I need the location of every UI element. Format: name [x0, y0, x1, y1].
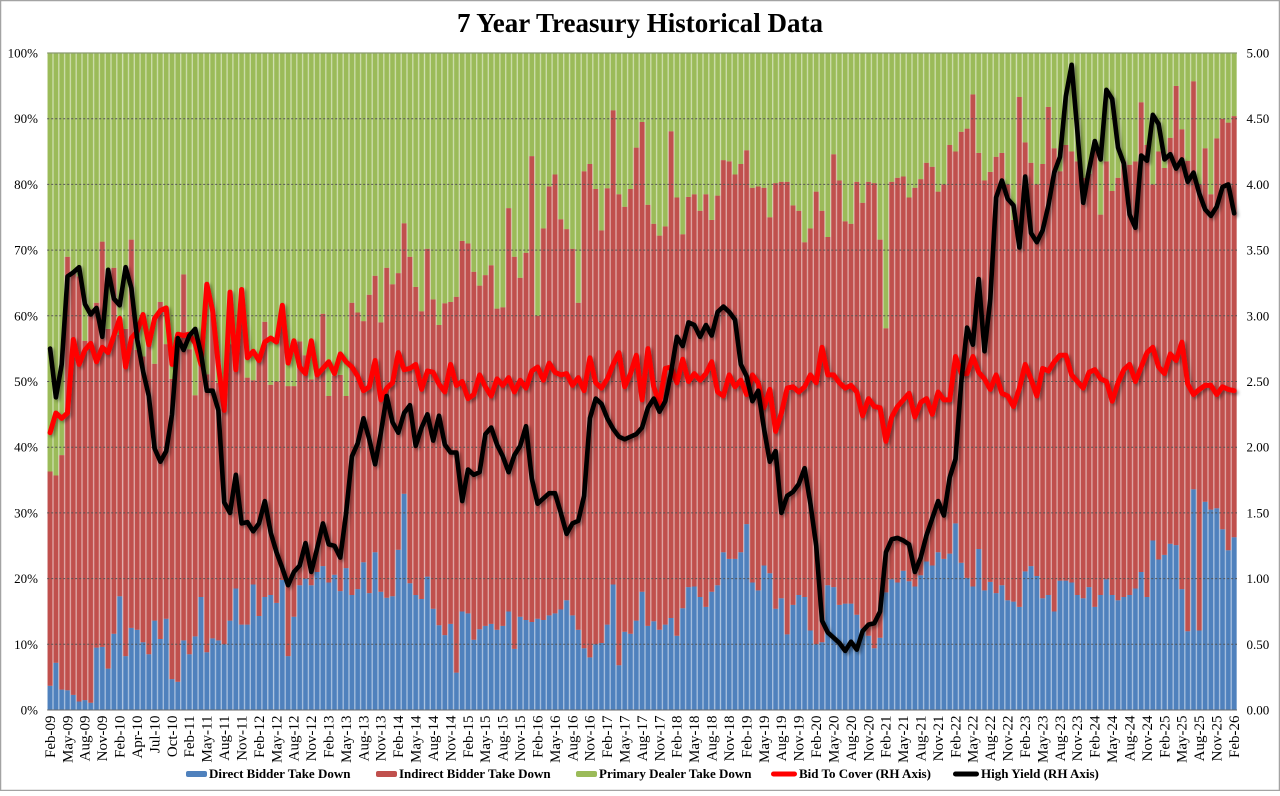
svg-text:May-25: May-25 [1175, 716, 1191, 764]
svg-text:Nov-12: Nov-12 [304, 716, 320, 762]
svg-text:Feb-20: Feb-20 [809, 716, 825, 759]
svg-text:Apr-10: Apr-10 [130, 716, 146, 759]
svg-text:Aug-09: Aug-09 [78, 716, 94, 762]
svg-text:May-22: May-22 [966, 716, 982, 764]
svg-text:Nov-24: Nov-24 [1140, 715, 1156, 761]
svg-text:Feb-13: Feb-13 [322, 716, 338, 759]
svg-text:Feb-24: Feb-24 [1088, 715, 1104, 758]
svg-text:90%: 90% [14, 111, 38, 126]
svg-text:Aug-12: Aug-12 [287, 716, 303, 762]
svg-text:80%: 80% [14, 177, 38, 192]
svg-text:Aug-14: Aug-14 [426, 715, 442, 761]
svg-text:Feb-10: Feb-10 [113, 716, 129, 759]
svg-text:May-19: May-19 [757, 716, 773, 764]
svg-text:Aug-16: Aug-16 [565, 715, 581, 761]
svg-text:Nov-11: Nov-11 [234, 716, 250, 761]
svg-text:Feb-26: Feb-26 [1227, 715, 1243, 758]
svg-text:Feb-21: Feb-21 [879, 716, 895, 759]
svg-text:5.00: 5.00 [1247, 46, 1270, 61]
svg-text:Nov-15: Nov-15 [513, 716, 529, 762]
svg-text:Nov-25: Nov-25 [1210, 716, 1226, 762]
svg-text:Feb-15: Feb-15 [461, 716, 477, 759]
svg-text:Feb-14: Feb-14 [391, 715, 407, 758]
svg-text:Aug-13: Aug-13 [356, 716, 372, 762]
svg-text:May-21: May-21 [896, 716, 912, 764]
svg-text:Feb-18: Feb-18 [670, 716, 686, 759]
svg-text:May-12: May-12 [269, 716, 285, 764]
svg-text:70%: 70% [14, 243, 38, 258]
svg-text:Aug-19: Aug-19 [774, 716, 790, 762]
svg-text:Nov-16: Nov-16 [583, 715, 599, 761]
svg-text:Feb-09: Feb-09 [43, 716, 59, 759]
svg-text:Feb-11: Feb-11 [182, 716, 198, 758]
svg-text:May-15: May-15 [478, 716, 494, 764]
svg-text:Nov-23: Nov-23 [1070, 716, 1086, 762]
svg-text:Feb-25: Feb-25 [1157, 716, 1173, 759]
svg-text:1.50: 1.50 [1247, 505, 1270, 520]
svg-text:Aug-24: Aug-24 [1122, 715, 1138, 761]
svg-text:Bid To Cover (RH Axis): Bid To Cover (RH Axis) [799, 766, 931, 781]
svg-text:3.50: 3.50 [1247, 243, 1270, 258]
svg-text:May-09: May-09 [60, 716, 76, 764]
svg-text:Direct Bidder Take Down: Direct Bidder Take Down [209, 766, 351, 781]
svg-text:Nov-13: Nov-13 [374, 716, 390, 762]
svg-text:Primary Dealer Take Down: Primary Dealer Take Down [599, 766, 752, 781]
svg-text:60%: 60% [14, 308, 38, 323]
svg-text:0.00: 0.00 [1247, 703, 1270, 718]
svg-text:May-20: May-20 [826, 716, 842, 764]
svg-text:May-14: May-14 [409, 715, 425, 763]
svg-text:7 Year Treasury Historical Dat: 7 Year Treasury Historical Data [457, 8, 823, 38]
svg-text:High Yield (RH Axis): High Yield (RH Axis) [981, 766, 1099, 781]
svg-text:Aug-18: Aug-18 [705, 716, 721, 762]
svg-text:Nov-18: Nov-18 [722, 716, 738, 762]
svg-text:Nov-20: Nov-20 [861, 716, 877, 762]
svg-text:May-17: May-17 [618, 715, 634, 763]
svg-text:Oct-10: Oct-10 [165, 716, 181, 758]
svg-text:20%: 20% [14, 571, 38, 586]
svg-text:May-23: May-23 [1035, 716, 1051, 764]
svg-text:Nov-22: Nov-22 [1001, 716, 1017, 762]
svg-text:3.00: 3.00 [1247, 308, 1270, 323]
svg-text:Aug-11: Aug-11 [217, 716, 233, 761]
svg-text:Feb-12: Feb-12 [252, 716, 268, 759]
svg-text:2.00: 2.00 [1247, 440, 1270, 455]
svg-text:May-18: May-18 [687, 716, 703, 764]
svg-text:50%: 50% [14, 374, 38, 389]
svg-text:0%: 0% [21, 703, 39, 718]
svg-text:Feb-22: Feb-22 [948, 716, 964, 759]
svg-text:Nov-21: Nov-21 [931, 716, 947, 762]
svg-text:2.50: 2.50 [1247, 374, 1270, 389]
svg-text:30%: 30% [14, 505, 38, 520]
svg-text:Aug-22: Aug-22 [983, 716, 999, 762]
svg-text:Aug-21: Aug-21 [914, 716, 930, 762]
svg-text:Aug-15: Aug-15 [496, 716, 512, 762]
svg-text:Aug-20: Aug-20 [844, 716, 860, 762]
svg-text:May-13: May-13 [339, 716, 355, 764]
svg-text:Jul-10: Jul-10 [147, 716, 163, 754]
svg-text:100%: 100% [8, 46, 39, 61]
svg-text:Indirect Bidder Take Down: Indirect Bidder Take Down [399, 766, 551, 781]
svg-text:0.50: 0.50 [1247, 637, 1270, 652]
svg-text:Nov-09: Nov-09 [95, 716, 111, 762]
svg-text:Aug-17: Aug-17 [635, 715, 651, 761]
svg-text:Feb-23: Feb-23 [1018, 716, 1034, 759]
svg-text:May-16: May-16 [548, 715, 564, 763]
svg-text:Feb-19: Feb-19 [739, 716, 755, 759]
svg-text:4.00: 4.00 [1247, 177, 1270, 192]
svg-text:Aug-23: Aug-23 [1053, 716, 1069, 762]
svg-text:Nov-17: Nov-17 [652, 715, 668, 761]
svg-text:1.00: 1.00 [1247, 571, 1270, 586]
svg-text:4.50: 4.50 [1247, 111, 1270, 126]
svg-text:May-24: May-24 [1105, 715, 1121, 763]
svg-text:Nov-14: Nov-14 [443, 715, 459, 761]
svg-text:Feb-16: Feb-16 [530, 715, 546, 758]
svg-text:10%: 10% [14, 637, 38, 652]
svg-text:Aug-25: Aug-25 [1192, 716, 1208, 762]
svg-text:Feb-17: Feb-17 [600, 715, 616, 758]
svg-text:40%: 40% [14, 440, 38, 455]
svg-text:May-11: May-11 [200, 716, 216, 763]
svg-text:Nov-19: Nov-19 [792, 716, 808, 762]
